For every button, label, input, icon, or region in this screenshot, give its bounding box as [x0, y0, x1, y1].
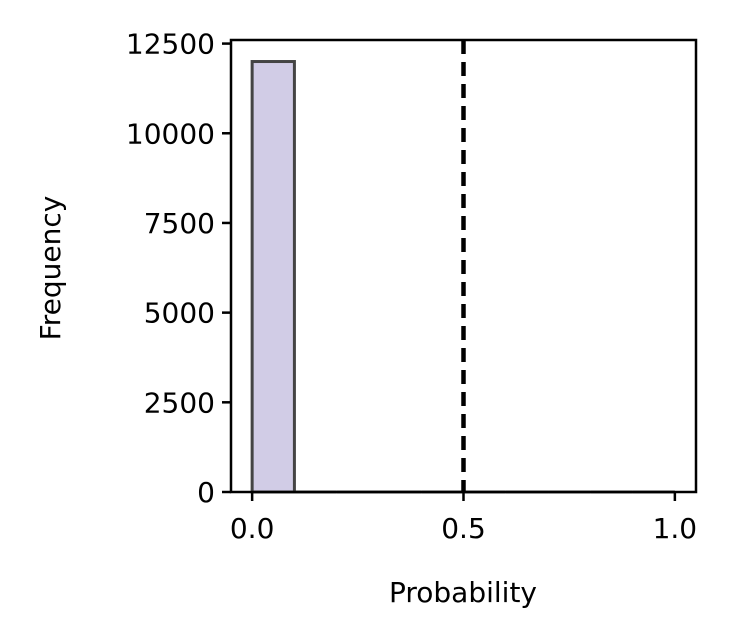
- y-tick-label: 2500: [144, 386, 215, 419]
- histogram-bar: [250, 60, 296, 494]
- x-tick-label: 1.0: [653, 512, 698, 545]
- y-axis-label: Frequency: [34, 196, 67, 341]
- y-tick-label: 5000: [144, 297, 215, 330]
- x-tick-label: 0.0: [230, 512, 275, 545]
- x-axis-ticks: 0.0 0.5 1.0: [230, 492, 697, 545]
- x-axis-label: Probability: [389, 576, 537, 609]
- y-tick-label: 10000: [126, 117, 215, 150]
- y-axis-ticks: 0 2500 5000 7500 10000 12500: [126, 28, 231, 509]
- x-tick-label: 0.5: [441, 512, 486, 545]
- y-tick-label: 7500: [144, 207, 215, 240]
- y-tick-label: 0: [197, 476, 215, 509]
- y-tick-label: 12500: [126, 28, 215, 61]
